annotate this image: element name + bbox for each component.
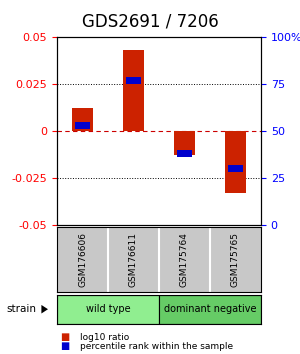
Bar [177,150,192,157]
Bar [174,131,195,155]
Text: dominant negative: dominant negative [164,304,256,314]
Bar [228,165,243,172]
Text: GSM175765: GSM175765 [231,232,240,287]
Text: GSM176606: GSM176606 [78,232,87,287]
Text: GSM176611: GSM176611 [129,232,138,287]
Text: ■: ■ [60,332,69,342]
Bar [123,50,144,131]
Text: ■: ■ [60,341,69,351]
Text: percentile rank within the sample: percentile rank within the sample [80,342,232,351]
Text: GSM175764: GSM175764 [180,232,189,287]
Bar [75,122,90,129]
Text: log10 ratio: log10 ratio [80,332,129,342]
Bar [57,295,159,324]
Bar [72,108,93,131]
Text: GDS2691 / 7206: GDS2691 / 7206 [82,12,218,30]
Bar [225,131,246,193]
Bar [159,295,261,324]
Text: strain: strain [6,304,36,314]
Bar [126,76,141,84]
Text: wild type: wild type [86,304,130,314]
